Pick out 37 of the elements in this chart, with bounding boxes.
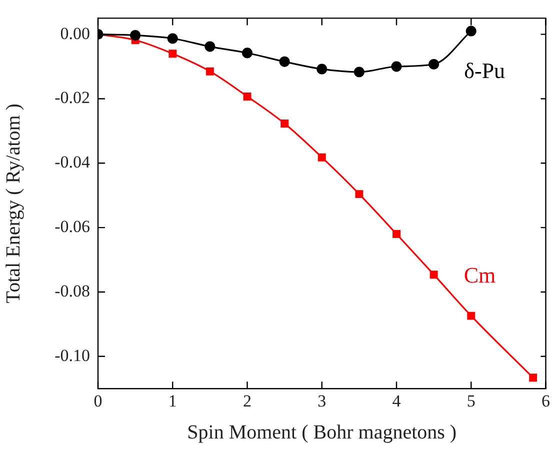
x-tick-label: 4 xyxy=(392,391,402,410)
point xyxy=(204,41,216,52)
y-axis-title: Total Energy ( Ry/atom ) xyxy=(2,104,24,304)
y-tick-label: 0.00 xyxy=(60,24,90,43)
point xyxy=(168,50,177,58)
x-tick-label: 1 xyxy=(168,391,177,410)
y-tick-label: -0.04 xyxy=(54,152,90,172)
point xyxy=(391,61,402,72)
x-tick-label: 0 xyxy=(94,391,102,410)
point xyxy=(280,120,289,128)
point xyxy=(529,374,538,382)
point xyxy=(206,67,214,76)
x-tick-label: 6 xyxy=(542,391,550,410)
y-tick-label: -0.02 xyxy=(54,88,90,108)
x-tick-label: 2 xyxy=(243,391,252,410)
point xyxy=(318,153,326,162)
series-label: δ-Pu xyxy=(464,58,506,83)
x-tick-label: 5 xyxy=(466,391,476,410)
point xyxy=(430,270,438,279)
point xyxy=(130,30,141,41)
y-tick-label: -0.06 xyxy=(54,217,90,236)
point xyxy=(167,33,178,44)
point xyxy=(467,312,476,320)
point xyxy=(392,230,400,238)
point xyxy=(466,26,476,36)
point xyxy=(316,64,328,74)
point xyxy=(243,92,252,100)
series-label: Cm xyxy=(464,262,496,288)
point xyxy=(242,48,253,58)
point xyxy=(428,58,440,70)
point xyxy=(354,66,364,78)
y-tick-label: -0.08 xyxy=(54,281,90,300)
x-axis-title: Spin Moment ( Bohr magnetons ) xyxy=(187,421,457,444)
x-tick-label: 3 xyxy=(318,391,326,410)
y-tick-label: -0.10 xyxy=(54,346,90,365)
point xyxy=(279,56,290,67)
point xyxy=(355,190,364,198)
